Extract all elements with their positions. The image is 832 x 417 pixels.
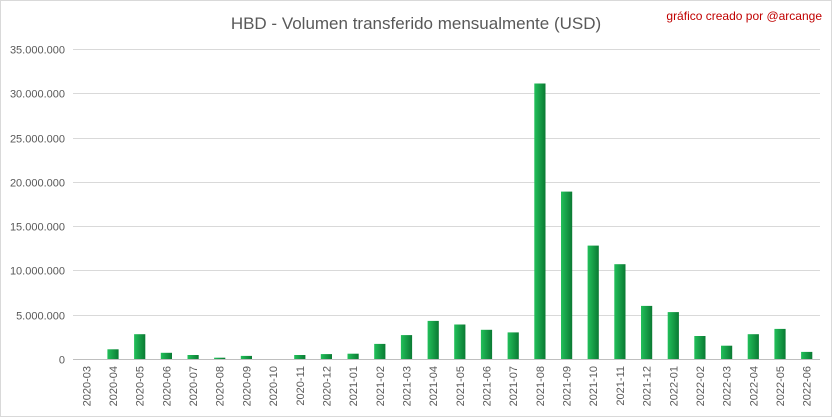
- x-tick-label: 2020-12: [321, 366, 333, 406]
- x-tick-label: 2021-04: [428, 366, 440, 406]
- bar-2021-05: [454, 324, 466, 359]
- bar-2020-06: [160, 352, 172, 359]
- x-tick-label: 2020-09: [241, 366, 253, 406]
- bar-2020-08: [214, 357, 226, 359]
- x-tick-label: 2020-03: [81, 366, 93, 406]
- chart-title: HBD - Volumen transferido mensualmente (…: [231, 14, 601, 33]
- x-tick-label: 2022-03: [722, 366, 734, 406]
- x-tick-label: 2020-08: [215, 366, 227, 406]
- x-tick-label: 2020-04: [108, 366, 120, 406]
- x-tick-label: 2021-06: [482, 366, 494, 406]
- bar-2020-05: [134, 334, 146, 359]
- x-tick-label: 2020-07: [188, 366, 200, 406]
- x-tick-label: 2022-05: [775, 366, 787, 406]
- bar-2021-02: [374, 343, 386, 359]
- x-tick-label: 2022-02: [695, 366, 707, 406]
- bar-2022-06: [801, 351, 813, 359]
- x-tick-label: 2022-04: [748, 366, 760, 406]
- bar-2020-09: [240, 355, 252, 359]
- y-tick-label: 35.000.000: [10, 45, 65, 57]
- bar-2022-03: [721, 345, 733, 359]
- x-tick-label: 2021-08: [535, 366, 547, 406]
- bar-2020-11: [294, 355, 306, 359]
- bar-2022-02: [694, 336, 706, 359]
- y-tick-label: 25.000.000: [10, 134, 65, 146]
- x-tick-label: 2022-06: [802, 366, 814, 406]
- bar-2021-07: [507, 332, 519, 359]
- x-tick-label: 2021-05: [455, 366, 467, 406]
- x-tick-label: 2021-01: [348, 366, 360, 406]
- bar-2020-12: [320, 354, 332, 359]
- bar-2021-12: [641, 305, 653, 359]
- y-tick-label: 20.000.000: [10, 178, 65, 190]
- bar-2021-04: [427, 320, 439, 359]
- y-tick-label: 5.000.000: [16, 311, 65, 323]
- x-tick-label: 2020-06: [161, 366, 173, 406]
- bar-2021-03: [400, 335, 413, 359]
- x-tick-label: 2021-03: [402, 366, 414, 406]
- y-tick-label: 30.000.000: [10, 89, 65, 101]
- x-tick-label: 2021-12: [642, 366, 654, 406]
- x-tick-label: 2020-11: [295, 366, 307, 406]
- bar-2021-08: [534, 83, 546, 359]
- y-tick-label: 0: [59, 355, 65, 367]
- bar-2022-04: [747, 334, 759, 359]
- x-tick-label: 2020-05: [135, 366, 147, 406]
- x-tick-label: 2021-09: [562, 366, 574, 406]
- x-tick-label: 2021-11: [615, 366, 627, 406]
- y-tick-label: 10.000.000: [10, 266, 65, 278]
- x-tick-label: 2022-01: [668, 366, 680, 406]
- bar-2021-06: [480, 329, 493, 359]
- bar-2022-05: [774, 328, 786, 359]
- bar-2020-07: [187, 355, 199, 359]
- bar-2021-01: [347, 353, 359, 359]
- y-tick-label: 15.000.000: [10, 222, 65, 234]
- bar-2022-01: [667, 312, 679, 359]
- bar-2021-09: [561, 191, 573, 359]
- x-tick-label: 2021-10: [588, 366, 600, 406]
- bar-2021-11: [614, 264, 626, 359]
- x-tick-label: 2021-07: [508, 366, 520, 406]
- x-tick-label: 2020-10: [268, 366, 280, 406]
- bar-2021-10: [587, 245, 599, 359]
- bar-2020-04: [107, 349, 119, 359]
- x-tick-label: 2021-02: [375, 366, 387, 406]
- chart-credit: gráfico creado por @arcange: [666, 9, 822, 23]
